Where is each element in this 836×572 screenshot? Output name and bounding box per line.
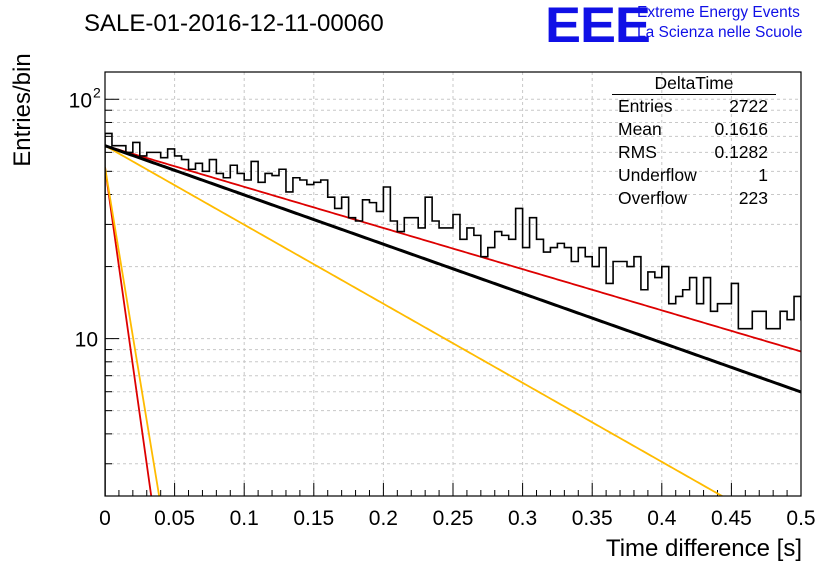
fit-curves xyxy=(105,144,801,496)
stats-key: Mean xyxy=(618,119,662,139)
histogram xyxy=(105,132,801,496)
stats-box: DeltaTime Entries 2722 Mean 0.1616 RMS 0… xyxy=(612,72,776,210)
x-tick-label: 0.05 xyxy=(154,507,195,530)
plot-frame xyxy=(104,71,802,497)
stats-key: Overflow xyxy=(618,188,688,208)
stats-row-mean: Mean 0.1616 xyxy=(612,118,776,141)
fit-curve-0 xyxy=(105,144,801,394)
stats-title: DeltaTime xyxy=(612,72,776,95)
fit-curve-3 xyxy=(105,167,153,496)
x-tick-label: 0.15 xyxy=(293,507,334,530)
y-tick-label-exponent: 2 xyxy=(93,84,101,100)
x-tick-label: 0.25 xyxy=(433,507,474,530)
logo-line-2: La Scienza nelle Scuole xyxy=(637,24,803,41)
stats-row-entries: Entries 2722 xyxy=(612,95,776,118)
stats-row-underflow: Underflow 1 xyxy=(612,164,776,187)
x-tick-label: 0.45 xyxy=(711,507,752,530)
chart-title: SALE-01-2016-12-11-00060 xyxy=(84,10,384,37)
stats-value: 1 xyxy=(758,165,768,185)
stats-key: Underflow xyxy=(618,165,697,185)
x-tick-label: 0.4 xyxy=(647,507,677,530)
x-tick-label: 0.2 xyxy=(369,507,398,530)
x-tick-labels: 0 0.05 0.1 0.15 0.2 0.25 0.3 0.35 0.4 0.45 0.5 xyxy=(99,507,815,530)
histogram-outline xyxy=(105,132,801,496)
fit-curve-2 xyxy=(105,144,724,496)
stats-row-overflow: Overflow 223 xyxy=(612,187,776,210)
x-tick-label: 0.1 xyxy=(230,507,259,530)
stats-key: Entries xyxy=(618,96,673,116)
stats-key: RMS xyxy=(618,142,657,162)
stats-value: 0.1282 xyxy=(714,142,768,162)
grid-lines xyxy=(105,72,801,496)
stats-value: 223 xyxy=(738,188,768,208)
y-tick-label: 10 xyxy=(75,329,98,352)
stats-row-rms: RMS 0.1282 xyxy=(612,141,776,164)
y-axis-label: Entries/bin xyxy=(9,53,36,167)
fit-curve-1 xyxy=(105,144,801,353)
x-tick-label: 0.35 xyxy=(572,507,613,530)
x-tick-label: 0.3 xyxy=(508,507,537,530)
eee-logo-mark: EEE xyxy=(545,0,651,53)
logo-line-1: Extreme Energy Events xyxy=(637,4,800,21)
stats-value: 2722 xyxy=(729,96,768,116)
fit-curve-4 xyxy=(105,167,161,496)
stats-value: 0.1616 xyxy=(714,119,768,139)
x-axis-label: Time difference [s] xyxy=(605,535,802,562)
x-tick-label: 0.5 xyxy=(786,507,815,530)
x-tick-label: 0 xyxy=(99,507,111,530)
y-tick-label: 10 xyxy=(69,89,92,112)
